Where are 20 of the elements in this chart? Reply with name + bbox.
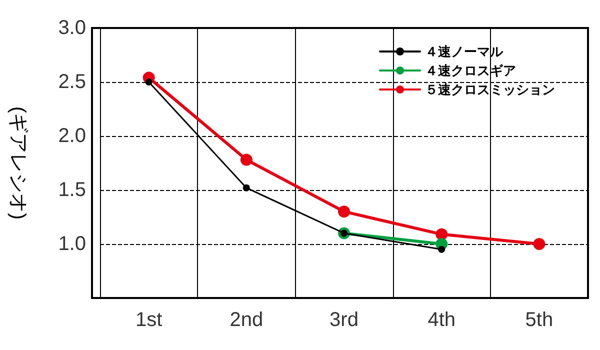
point xyxy=(242,184,250,192)
point xyxy=(338,206,350,218)
x-tick-label: 1st xyxy=(135,309,163,331)
x-tick-label: 3rd xyxy=(330,309,358,331)
y-tick-label: 1.5 xyxy=(58,179,86,201)
x-tick-label: 2nd xyxy=(230,309,264,331)
point xyxy=(145,78,152,86)
legend-label: ４速クロスギア xyxy=(425,63,516,78)
y-tick-label: 1.0 xyxy=(58,233,86,255)
point xyxy=(533,238,546,250)
x-tick-label: 4th xyxy=(428,309,456,331)
legend-label: ４速ノーマル xyxy=(425,44,504,59)
y-axis-title: (ギアレシオ) xyxy=(7,106,29,220)
y-tick-label: 3.0 xyxy=(58,17,86,39)
y-tick-label: 2.5 xyxy=(58,71,86,93)
x-tick-label: 5th xyxy=(525,309,554,331)
point xyxy=(438,246,446,253)
legend-label: ５速クロスミッション xyxy=(425,82,555,97)
y-tick-label: 2.0 xyxy=(58,125,86,147)
point xyxy=(240,154,252,166)
